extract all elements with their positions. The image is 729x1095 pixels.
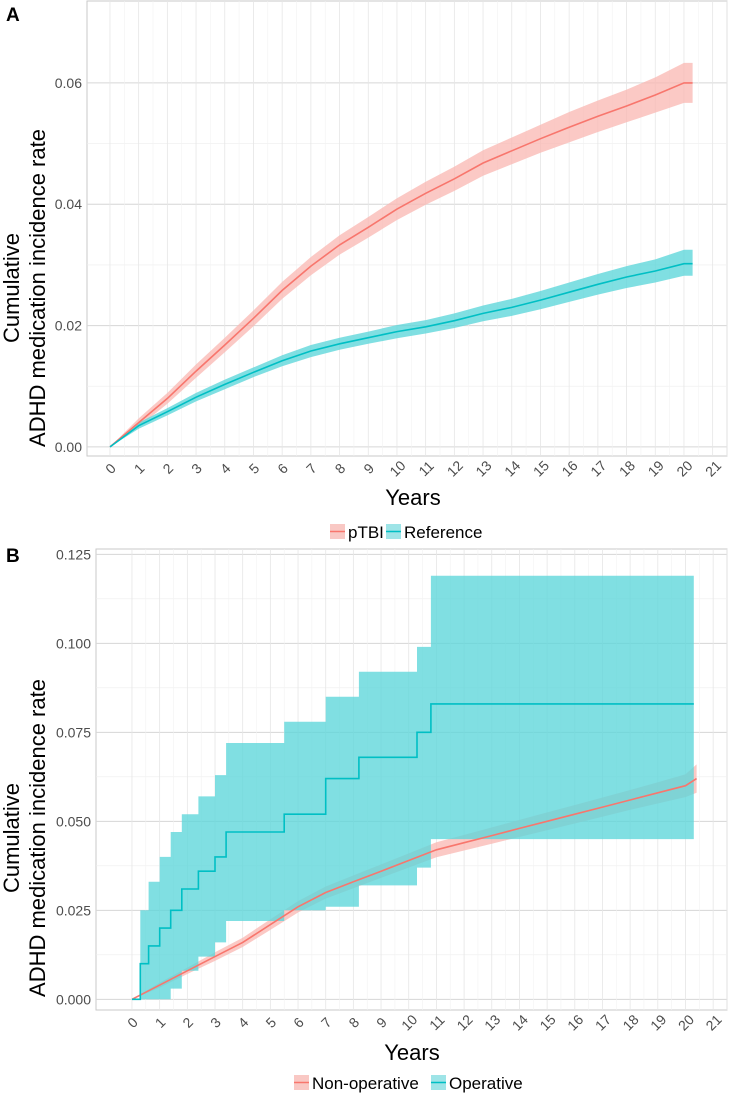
panel-a-x-tick-label: 0	[102, 460, 119, 477]
panel-a-legend: pTBI Reference	[330, 523, 482, 542]
panel-b-y-tick-label: 0.000	[56, 991, 91, 1007]
legend-label-ptbi: pTBI	[348, 523, 384, 542]
panel-a-x-tick-label: 18	[616, 457, 638, 479]
panel-a-y-tick-labels: 0.00 0.02 0.04 0.06	[55, 75, 82, 455]
panel-a-x-tick-label: 20	[673, 457, 695, 479]
panel-a-x-tick-label: 12	[444, 457, 466, 479]
panel-a-x-tick-label: 15	[530, 457, 552, 479]
legend-label-reference: Reference	[404, 523, 482, 542]
panel-b-x-tick-label: 15	[536, 1011, 558, 1033]
panel-b-y-tick-label: 0.100	[56, 635, 91, 651]
panel-b-y-tick-labels: 0.000 0.025 0.050 0.075 0.100 0.125	[56, 546, 91, 1007]
panel-b-x-tick-label: 18	[619, 1011, 641, 1033]
panel-a-x-tick-label: 21	[702, 457, 724, 479]
panel-a-x-tick-label: 8	[332, 460, 349, 477]
panel-a-x-tick-label: 9	[360, 460, 377, 477]
panel-a-x-tick-label: 5	[246, 460, 263, 477]
panel-a-x-tick-label: 2	[159, 460, 176, 477]
panel-b-legend: Non-operative Operative	[294, 1074, 523, 1093]
panel-a-grid	[87, 1, 728, 456]
panel-b-x-tick-label: 4	[235, 1014, 252, 1031]
panel-a-x-tick-label: 17	[587, 457, 609, 479]
panel-a-x-tick-label: 19	[645, 457, 667, 479]
series-line-operative	[132, 703, 694, 1001]
panel-a-series-lines	[109, 82, 693, 448]
series-line-ptbi	[109, 82, 693, 448]
panel-b-x-tick-label: 19	[647, 1011, 669, 1033]
panel-a-letter: A	[6, 5, 20, 26]
panel-b-y-tick-label: 0.125	[56, 546, 91, 562]
panel-b-x-tick-label: 12	[453, 1011, 475, 1033]
panel-a-plot-frame	[86, 0, 728, 457]
panel-b-x-tick-label: 0	[124, 1014, 141, 1031]
panel-b-x-tick-label: 13	[481, 1011, 503, 1033]
panel-a-x-tick-label: 7	[303, 460, 320, 477]
panel-b-y-axis-title-line-2: ADHD medication incidence rate	[25, 679, 50, 997]
panel-b-y-tick-label: 0.025	[56, 902, 91, 918]
panel-b-x-tick-label: 5	[262, 1014, 279, 1031]
panel-b-x-tick-labels: 0 1 2 3 4 5 6 7 8 9 10 11 12 13 14 15 16 17 18 19 20 21	[124, 1011, 725, 1034]
panel-b-x-tick-label: 10	[398, 1011, 420, 1033]
panel-a-x-axis-title: Years	[385, 485, 440, 510]
panel-a-x-tick-label: 3	[188, 460, 205, 477]
panel-a-x-tick-label: 4	[217, 460, 234, 477]
panel-b-x-tick-label: 17	[592, 1011, 614, 1033]
panel-b-series-lines	[131, 703, 698, 1001]
panel-a-x-tick-labels: 0 1 2 3 4 5 6 7 8 9 10 11 12 13 14 15 16 17 18 19 20 21	[102, 457, 724, 479]
panel-b-x-tick-label: 9	[373, 1014, 390, 1031]
legend-label-operative: Operative	[449, 1074, 523, 1093]
panel-b-x-tick-label: 21	[702, 1011, 724, 1033]
panel-b-x-tick-label: 11	[426, 1012, 448, 1034]
panel-a-y-tick-label: 0.02	[55, 318, 82, 334]
panel-b-y-tick-label: 0.075	[56, 724, 91, 740]
panel-a-y-tick-label: 0.04	[55, 196, 82, 212]
panel-b-x-tick-label: 8	[345, 1014, 362, 1031]
panel-b-x-axis-title: Years	[384, 1040, 439, 1065]
panel-a-y-axis-title-line-1: Cumulative	[0, 233, 24, 343]
legend-label-non-operative: Non-operative	[312, 1074, 419, 1093]
panel-b-confidence-bands	[132, 575, 697, 1000]
panel-a-x-tick-label: 11	[415, 458, 437, 480]
panel-a-y-axis-title-line-2: ADHD medication incidence rate	[25, 129, 50, 447]
panel-b-x-tick-label: 3	[207, 1014, 224, 1031]
panel-b-letter: B	[6, 546, 20, 567]
panel-b-x-tick-label: 20	[675, 1011, 697, 1033]
panel-a-x-tick-label: 6	[274, 460, 291, 477]
panel-b-x-tick-label: 1	[152, 1014, 169, 1031]
panel-a-x-tick-label: 16	[558, 457, 580, 479]
panel-b-y-tick-label: 0.050	[56, 813, 91, 829]
panel-a-x-tick-label: 10	[386, 457, 408, 479]
panel-a-x-tick-label: 13	[472, 457, 494, 479]
panel-b-x-tick-label: 7	[318, 1014, 335, 1031]
series-line-non-operative	[131, 777, 698, 1001]
panel-a-y-tick-label: 0.00	[55, 439, 82, 455]
confidence-band-operative	[132, 575, 694, 1000]
panel-b-x-tick-label: 16	[564, 1011, 586, 1033]
panel-a: A 0.000.020.040.06 0 1 2 3 4 5 6 7 8 9 10 11 12 13 14 1…	[0, 0, 728, 542]
panel-b-x-tick-label: 14	[509, 1011, 531, 1033]
series-line-reference	[109, 262, 693, 448]
confidence-band-ptbi	[110, 62, 693, 447]
panel-a-y-tick-label: 0.06	[55, 75, 82, 91]
panel-b-x-tick-label: 6	[290, 1014, 307, 1031]
panel-b-y-axis-title-line-1: Cumulative	[0, 783, 24, 893]
panel-a-x-tick-label: 14	[501, 457, 523, 479]
panel-b-x-tick-label: 2	[179, 1014, 196, 1031]
panel-a-x-tick-label: 1	[131, 460, 148, 477]
